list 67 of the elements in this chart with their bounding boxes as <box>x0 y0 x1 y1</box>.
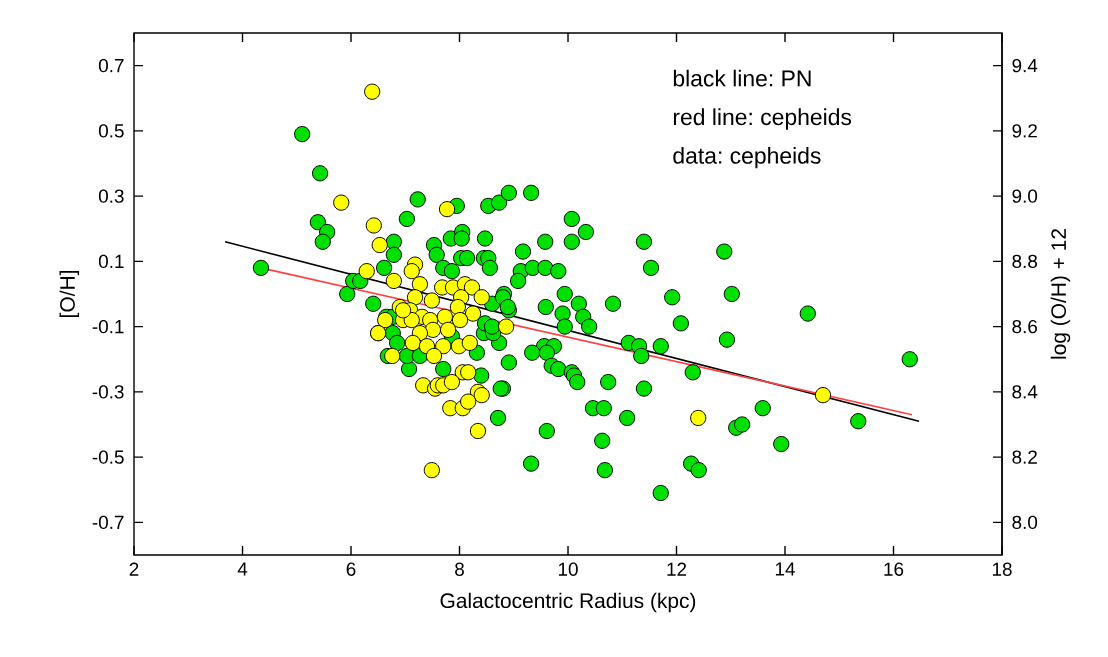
point <box>333 194 350 211</box>
point <box>423 462 440 479</box>
y-tick-label: -0.1 <box>92 319 124 334</box>
y-tick-label: -0.7 <box>92 515 124 530</box>
point <box>377 311 394 329</box>
y-tick-label: -0.3 <box>92 385 124 399</box>
annotation: black line: PN <box>673 69 811 87</box>
point <box>385 272 402 290</box>
x-axis-title: Galactocentric Radius (kpc) <box>440 592 696 613</box>
point <box>436 308 453 325</box>
point <box>403 263 420 280</box>
y2-tick-label: 8.2 <box>1012 450 1037 464</box>
point <box>364 83 381 100</box>
point <box>473 289 490 306</box>
point <box>469 422 487 440</box>
point <box>424 321 442 338</box>
point <box>449 298 466 316</box>
y-tick-label: 0.3 <box>98 189 124 203</box>
point <box>463 279 481 296</box>
y-axis-title: [O/H] <box>59 271 80 317</box>
point <box>423 292 440 309</box>
point <box>438 201 456 218</box>
x-tick-label: 10 <box>558 562 578 576</box>
y-tick-label: 0.1 <box>98 254 124 269</box>
x-tick-label: 8 <box>455 562 464 576</box>
y-tick-label: -0.5 <box>92 450 124 464</box>
y-tick-label: 0.5 <box>98 124 124 138</box>
point <box>451 311 469 329</box>
x-tick-label: 14 <box>775 562 795 576</box>
x-tick-label: 4 <box>237 562 248 576</box>
point <box>464 305 482 322</box>
x-tick-label: 18 <box>992 562 1012 576</box>
point <box>411 276 429 293</box>
y2-tick-label: 8.0 <box>1012 515 1038 530</box>
point <box>443 373 461 391</box>
y2-axis-title: log (O/H) + 12 <box>1050 229 1071 359</box>
y-tick-label: 0.7 <box>98 58 124 73</box>
point <box>384 347 401 365</box>
point <box>461 334 478 352</box>
point <box>403 311 420 329</box>
point <box>425 347 443 365</box>
x-tick-label: 12 <box>667 562 687 576</box>
point <box>365 217 382 234</box>
point <box>406 289 424 306</box>
point <box>358 263 375 280</box>
point <box>404 334 421 352</box>
x-tick-label: 2 <box>129 562 139 576</box>
point <box>498 318 515 335</box>
point <box>473 387 490 404</box>
point <box>814 387 832 404</box>
y2-tick-label: 9.0 <box>1012 189 1038 203</box>
y2-tick-label: 8.8 <box>1012 254 1038 269</box>
y2-tick-label: 8.4 <box>1012 385 1038 399</box>
y2-tick-label: 9.2 <box>1012 124 1037 138</box>
y2-tick-label: 9.4 <box>1012 58 1038 73</box>
x-tick-label: 16 <box>884 562 904 576</box>
annotation: data: cepheids <box>673 146 821 169</box>
point <box>394 302 412 319</box>
point <box>460 364 477 381</box>
y2-tick-label: 8.6 <box>1012 319 1038 334</box>
point <box>460 393 477 410</box>
annotation: red line: cepheids <box>673 108 852 130</box>
x-tick-label: 6 <box>346 562 356 576</box>
point <box>440 321 457 338</box>
point <box>371 236 388 254</box>
point <box>435 338 452 355</box>
point <box>690 409 707 427</box>
